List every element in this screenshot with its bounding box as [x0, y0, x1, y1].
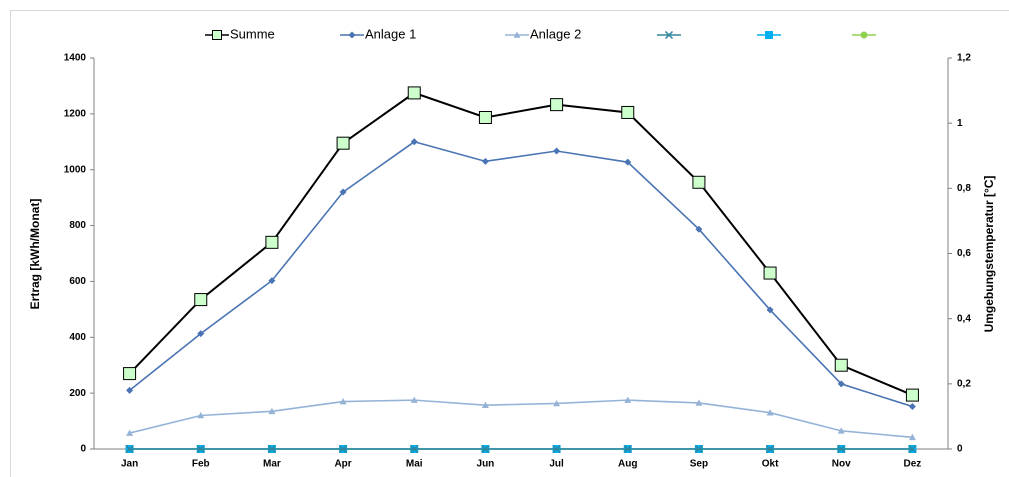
x-tick-label: Jan: [121, 459, 138, 470]
data-marker: [339, 188, 347, 196]
x-tick-label: Sep: [690, 459, 708, 470]
data-marker: [407, 86, 421, 100]
legend-marker: [212, 30, 222, 40]
legend-label: Anlage 2: [530, 26, 581, 41]
data-marker: [481, 157, 489, 165]
data-marker: [125, 444, 134, 454]
data-marker: [265, 235, 279, 249]
data-marker: [766, 409, 774, 416]
y-tick-label: 400: [69, 332, 86, 343]
data-marker: [837, 427, 845, 434]
data-marker: [766, 444, 775, 454]
data-marker: [695, 399, 703, 406]
data-marker: [481, 444, 490, 454]
data-marker: [268, 407, 276, 415]
y-tick-label: 600: [69, 276, 86, 287]
x-tick-label: Nov: [832, 459, 851, 470]
series-line: [129, 140, 913, 408]
x-tick-label: Jul: [549, 459, 564, 470]
data-marker: [268, 277, 276, 285]
data-marker: [481, 401, 489, 408]
x-tick-label: Aug: [618, 459, 637, 470]
data-marker: [834, 358, 848, 372]
data-marker: [196, 444, 205, 454]
x-tick-label: Apr: [334, 459, 351, 470]
x-tick-label: Feb: [192, 459, 210, 470]
data-marker: [267, 444, 276, 454]
y2-tick-label: 0,2: [957, 378, 971, 389]
data-marker: [339, 398, 347, 405]
data-marker: [410, 138, 418, 146]
data-marker: [766, 306, 774, 314]
data-marker: [763, 266, 777, 280]
data-marker: [908, 433, 916, 441]
y-tick-label: 1000: [64, 164, 87, 175]
x-tick-label: Jun: [477, 459, 495, 470]
legend-marker: [860, 31, 868, 39]
y2-tick-label: 0: [957, 444, 963, 455]
legend-marker: [664, 30, 674, 40]
data-marker: [695, 225, 703, 233]
y2-tick-label: 0,6: [957, 248, 971, 259]
legend-label: Summe: [230, 26, 275, 41]
data-marker: [905, 388, 919, 402]
data-marker: [410, 444, 419, 454]
y-tick-label: 200: [69, 388, 86, 399]
data-marker: [553, 147, 561, 155]
data-marker: [908, 403, 916, 411]
data-marker: [197, 411, 205, 419]
x-tick-label: Mai: [406, 459, 423, 470]
data-marker: [692, 175, 706, 189]
legend-marker: [513, 31, 521, 38]
data-marker: [623, 444, 632, 454]
data-marker: [624, 158, 632, 166]
y2-tick-label: 0,4: [957, 313, 971, 324]
data-marker: [336, 136, 350, 150]
legend-marker: [348, 31, 356, 39]
x-tick-label: Okt: [762, 459, 779, 470]
data-marker: [621, 105, 635, 119]
y2-tick-label: 0,8: [957, 183, 971, 194]
data-marker: [197, 330, 205, 338]
y-tick-label: 800: [69, 220, 86, 231]
data-marker: [123, 367, 137, 381]
data-marker: [126, 386, 134, 394]
chart-frame: [10, 10, 1009, 477]
y-tick-label: 1400: [64, 53, 87, 64]
y2-tick-label: 1: [957, 118, 963, 129]
data-marker: [837, 444, 846, 454]
data-marker: [126, 429, 134, 436]
data-marker: [694, 444, 703, 454]
data-marker: [624, 396, 632, 403]
y-tick-label: 1200: [64, 108, 87, 119]
legend-label: Anlage 1: [365, 26, 416, 41]
legend-marker: [765, 31, 773, 39]
x-tick-label: Dez: [904, 459, 922, 470]
data-marker: [908, 444, 917, 454]
series-line: [128, 91, 913, 397]
x-tick-label: Mar: [263, 459, 281, 470]
y2-tick-label: 1,2: [957, 53, 971, 64]
data-marker: [550, 98, 564, 112]
data-marker: [478, 110, 492, 124]
data-marker: [194, 293, 208, 307]
y-tick-label: 0: [80, 444, 86, 455]
data-marker: [552, 444, 561, 454]
series-line: [129, 399, 913, 439]
y-axis-title: Ertrag [kWh/Monat]: [28, 199, 42, 310]
data-marker: [410, 396, 418, 403]
data-marker: [553, 399, 561, 407]
y2-axis-title: Umgebungstemperatur [°C]: [982, 176, 996, 333]
data-marker: [339, 444, 348, 454]
data-marker: [837, 380, 845, 388]
